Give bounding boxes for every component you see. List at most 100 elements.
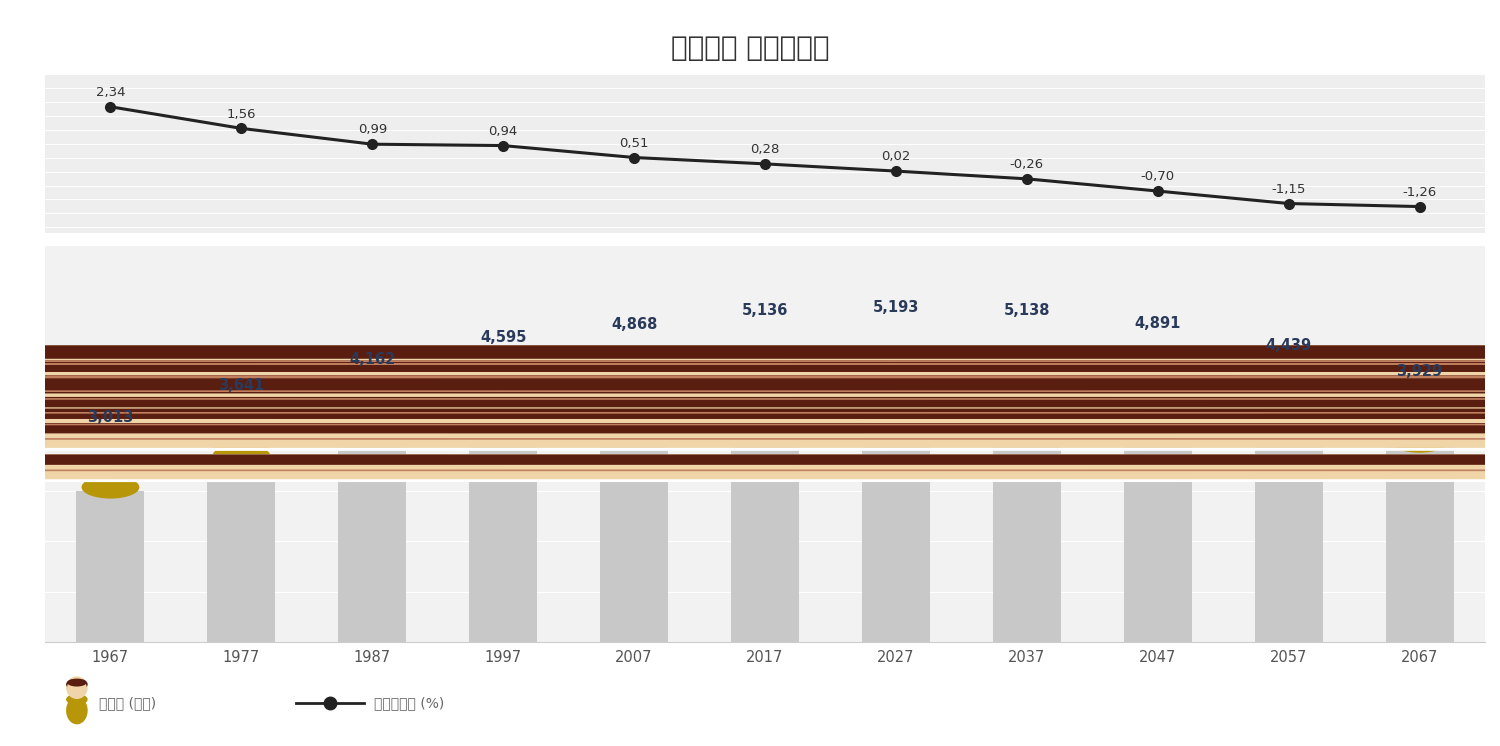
Text: 0,51: 0,51: [620, 137, 650, 150]
Text: -0,70: -0,70: [1140, 170, 1174, 184]
Text: 0,02: 0,02: [880, 151, 910, 163]
Ellipse shape: [0, 348, 1500, 359]
Text: -0,26: -0,26: [1010, 158, 1044, 171]
Bar: [470, 412, 537, 642]
Ellipse shape: [0, 351, 1500, 363]
Circle shape: [68, 677, 87, 698]
Ellipse shape: [344, 419, 400, 441]
Circle shape: [0, 363, 1500, 385]
Ellipse shape: [0, 368, 1500, 373]
Circle shape: [0, 408, 1500, 410]
Circle shape: [0, 455, 1500, 477]
Circle shape: [0, 360, 1500, 385]
Text: 4,162: 4,162: [350, 352, 396, 367]
Text: -1,26: -1,26: [1402, 186, 1437, 199]
Ellipse shape: [0, 399, 1500, 411]
Bar: [600, 398, 668, 642]
Ellipse shape: [0, 350, 1500, 363]
Ellipse shape: [0, 350, 1500, 366]
Circle shape: [0, 349, 1500, 372]
Ellipse shape: [0, 403, 1500, 408]
Text: 1,56: 1,56: [226, 107, 256, 121]
Text: 4,439: 4,439: [1266, 338, 1311, 354]
Ellipse shape: [81, 476, 140, 485]
Ellipse shape: [0, 347, 1500, 363]
Ellipse shape: [736, 369, 794, 378]
Ellipse shape: [0, 368, 1500, 373]
Ellipse shape: [0, 349, 1500, 366]
Ellipse shape: [1260, 404, 1317, 413]
Ellipse shape: [0, 417, 1500, 421]
Text: 2,34: 2,34: [96, 86, 124, 99]
Ellipse shape: [474, 397, 532, 405]
Circle shape: [0, 345, 1500, 369]
Ellipse shape: [0, 424, 1500, 440]
Ellipse shape: [0, 375, 1500, 386]
Ellipse shape: [604, 383, 663, 406]
Circle shape: [0, 361, 1500, 383]
Ellipse shape: [0, 459, 1500, 475]
Ellipse shape: [0, 454, 1500, 465]
Ellipse shape: [0, 381, 1500, 386]
Ellipse shape: [0, 363, 1500, 374]
Circle shape: [0, 386, 1500, 389]
Bar: [730, 384, 800, 642]
Ellipse shape: [0, 474, 1500, 479]
Text: 총인구 (만명): 총인구 (만명): [99, 696, 156, 710]
Text: 4,595: 4,595: [480, 330, 526, 345]
Circle shape: [0, 373, 1500, 376]
Ellipse shape: [998, 369, 1056, 378]
Circle shape: [0, 348, 1500, 372]
Circle shape: [0, 424, 1500, 446]
Ellipse shape: [0, 425, 1500, 437]
Circle shape: [0, 421, 1500, 424]
Ellipse shape: [213, 445, 270, 453]
Ellipse shape: [0, 362, 1500, 377]
Ellipse shape: [0, 397, 1500, 407]
Circle shape: [0, 346, 1500, 369]
Circle shape: [0, 370, 1500, 373]
Circle shape: [0, 454, 1500, 479]
Circle shape: [0, 423, 1500, 447]
Ellipse shape: [998, 369, 1056, 392]
Circle shape: [0, 348, 1500, 372]
Ellipse shape: [0, 410, 1500, 426]
Ellipse shape: [0, 395, 1500, 400]
Circle shape: [0, 373, 1500, 376]
Ellipse shape: [0, 411, 1500, 423]
Circle shape: [0, 408, 1500, 410]
Ellipse shape: [867, 366, 925, 375]
Circle shape: [0, 397, 1500, 421]
Ellipse shape: [66, 694, 87, 705]
Text: 3,929: 3,929: [1396, 364, 1443, 379]
Circle shape: [0, 410, 1500, 432]
Ellipse shape: [0, 409, 1500, 419]
Circle shape: [0, 421, 1500, 424]
Ellipse shape: [474, 397, 532, 419]
Ellipse shape: [0, 349, 1500, 366]
Ellipse shape: [0, 401, 1500, 418]
Circle shape: [0, 348, 1500, 372]
Circle shape: [0, 400, 1500, 403]
Ellipse shape: [0, 457, 1500, 468]
Ellipse shape: [0, 384, 1500, 401]
Text: 3,013: 3,013: [87, 410, 134, 424]
Text: 인구성장률 (%): 인구성장률 (%): [374, 696, 444, 710]
Ellipse shape: [0, 427, 1500, 444]
Circle shape: [0, 448, 1500, 451]
Text: 5,138: 5,138: [1004, 303, 1050, 319]
Ellipse shape: [0, 366, 1500, 370]
Circle shape: [0, 433, 1500, 436]
Ellipse shape: [0, 363, 1500, 379]
Circle shape: [0, 383, 1500, 407]
Circle shape: [0, 448, 1500, 451]
Bar: [338, 433, 406, 642]
Circle shape: [0, 400, 1500, 403]
Circle shape: [0, 479, 1500, 482]
Bar: [76, 491, 144, 642]
Ellipse shape: [0, 377, 1500, 389]
Bar: [862, 382, 930, 642]
Ellipse shape: [0, 387, 1500, 404]
Ellipse shape: [1390, 430, 1449, 439]
Circle shape: [0, 376, 1500, 398]
